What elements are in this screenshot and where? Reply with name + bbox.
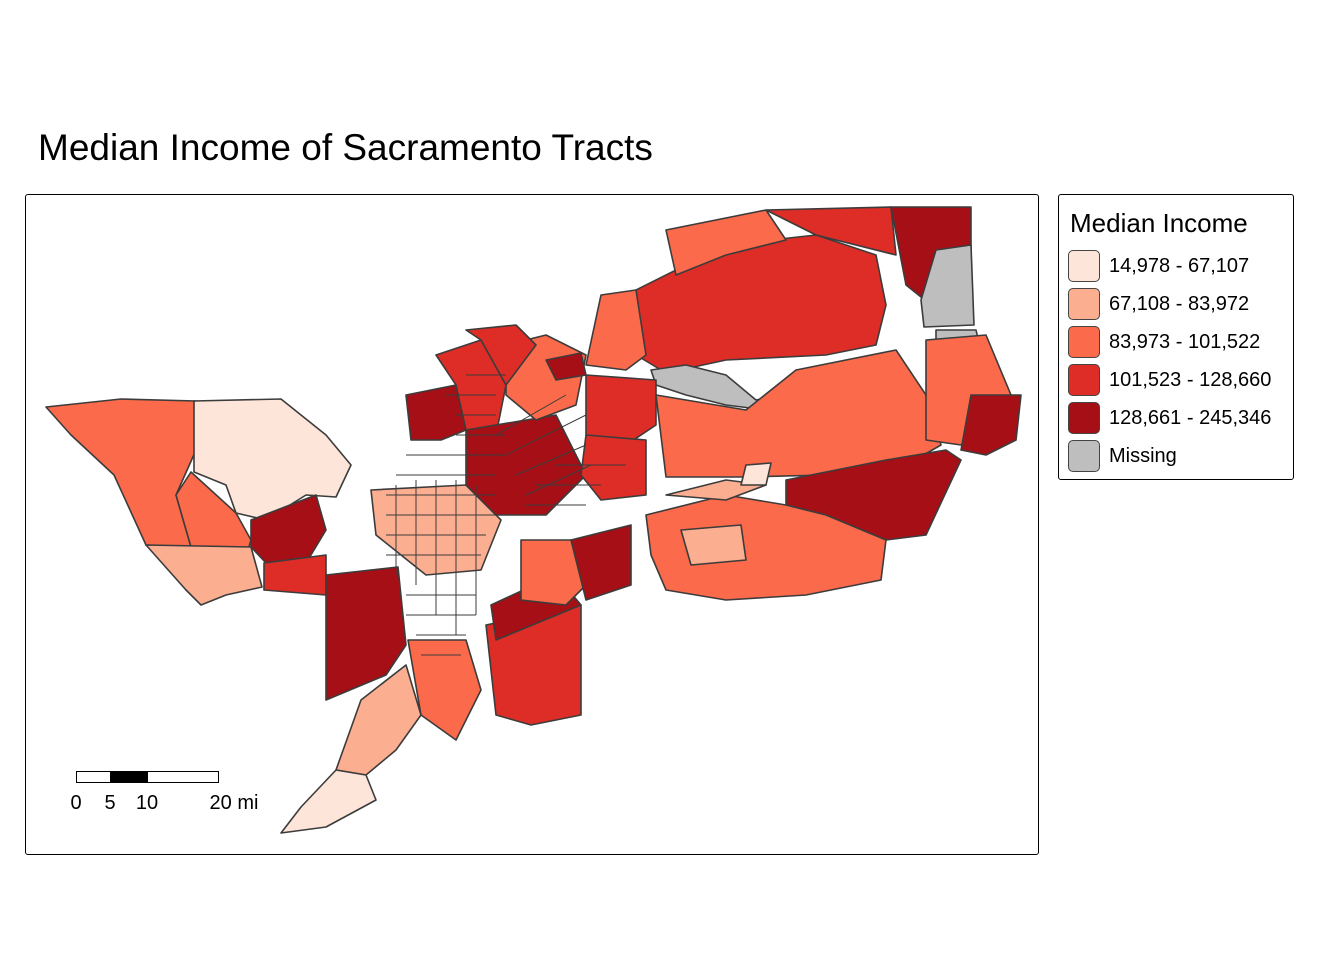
legend-swatch bbox=[1068, 288, 1100, 320]
tract-central-north bbox=[405, 384, 467, 441]
legend-item: 101,523 - 128,660 bbox=[1068, 363, 1271, 397]
scale-segment-1 bbox=[76, 771, 111, 783]
tract-central-east bbox=[585, 374, 657, 446]
tract-small-dark bbox=[545, 352, 587, 381]
scale-bar: 0 5 10 20 mi bbox=[60, 768, 280, 818]
tract-northeast-large bbox=[625, 234, 887, 374]
map-title: Median Income of Sacramento Tracts bbox=[38, 127, 653, 168]
legend-item: 83,973 - 101,522 bbox=[1068, 325, 1260, 359]
scale-segment-2 bbox=[110, 771, 148, 783]
tract-central-east-3 bbox=[585, 289, 647, 371]
tract-west-lobe bbox=[45, 398, 197, 548]
legend-label: 128,661 - 245,346 bbox=[1109, 406, 1272, 429]
tract-southeast-cluster bbox=[520, 539, 587, 606]
tract-northwest bbox=[193, 398, 352, 521]
tract-west-block-2 bbox=[263, 554, 327, 596]
legend-swatch bbox=[1068, 440, 1100, 472]
scale-label-10: 10 bbox=[135, 792, 159, 814]
tract-core-east bbox=[465, 414, 587, 516]
tract-north-strip bbox=[665, 209, 787, 276]
tract-east-large bbox=[655, 349, 942, 478]
urban-tract-grid bbox=[386, 374, 626, 656]
legend: Median Income 14,978 - 67,107 67,108 - 8… bbox=[1058, 194, 1294, 480]
tract-southwest bbox=[145, 544, 263, 606]
tract-east-dark-edge bbox=[960, 394, 1022, 456]
tract-south-west bbox=[325, 566, 407, 701]
tract-east-pale-2 bbox=[680, 524, 747, 566]
legend-label: 83,973 - 101,522 bbox=[1109, 330, 1261, 353]
tract-south-central bbox=[407, 639, 482, 741]
tract-east-white bbox=[740, 462, 772, 486]
legend-label: 67,108 - 83,972 bbox=[1109, 292, 1250, 315]
legend-swatch bbox=[1068, 364, 1100, 396]
legend-swatch bbox=[1068, 250, 1100, 282]
scale-label-20: 20 mi bbox=[209, 792, 259, 814]
legend-swatch bbox=[1068, 326, 1100, 358]
legend-label: Missing bbox=[1109, 444, 1177, 467]
legend-label: 14,978 - 67,107 bbox=[1109, 254, 1250, 277]
legend-item: 14,978 - 67,107 bbox=[1068, 249, 1249, 283]
map-panel[interactable] bbox=[25, 194, 1039, 855]
legend-item: 128,661 - 245,346 bbox=[1068, 401, 1271, 435]
tract-delta-lower bbox=[280, 769, 377, 834]
tract-north-far bbox=[765, 206, 897, 256]
scale-segment-3 bbox=[147, 771, 219, 783]
choropleth-map bbox=[45, 206, 1022, 834]
scale-label-0: 0 bbox=[70, 792, 82, 814]
legend-label: 101,523 - 128,660 bbox=[1109, 368, 1272, 391]
tract-missing-north bbox=[920, 244, 975, 328]
tract-southeast-large bbox=[645, 494, 887, 601]
legend-item: Missing bbox=[1068, 439, 1177, 473]
legend-item: 67,108 - 83,972 bbox=[1068, 287, 1249, 321]
scale-label-5: 5 bbox=[104, 792, 116, 814]
tract-east-dark bbox=[570, 524, 632, 601]
legend-title: Median Income bbox=[1070, 208, 1248, 238]
tract-north-middle-2 bbox=[465, 324, 537, 386]
legend-swatch bbox=[1068, 402, 1100, 434]
tract-central-east-2 bbox=[580, 434, 647, 501]
